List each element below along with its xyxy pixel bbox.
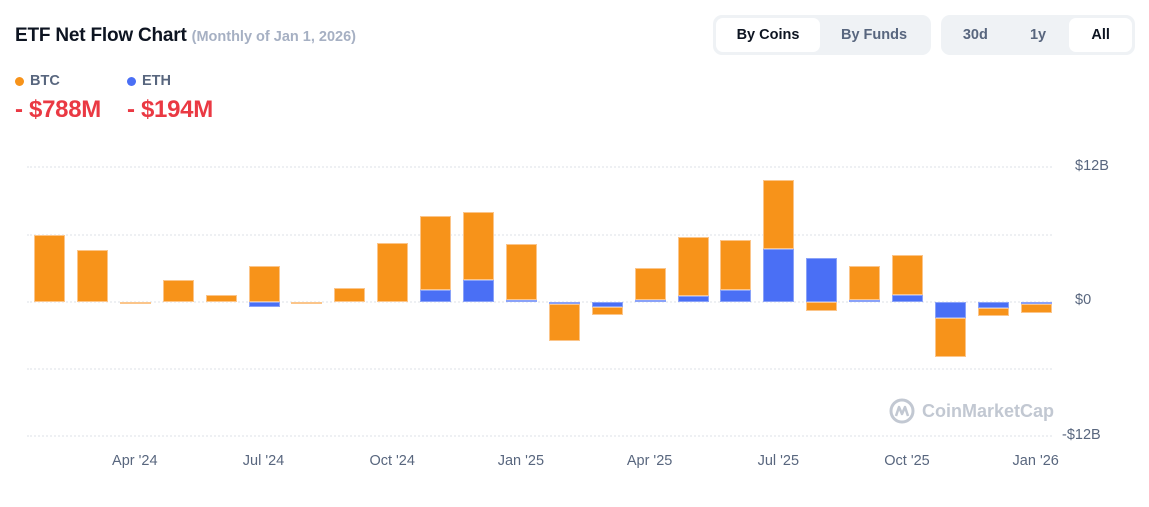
legend-value-eth: - $194M: [126, 96, 213, 123]
bar-btc[interactable]: [76, 250, 108, 302]
bar-btc[interactable]: [977, 308, 1009, 316]
gridline: [27, 301, 1052, 303]
bar-btc[interactable]: [420, 215, 452, 290]
bar-btc[interactable]: [677, 237, 709, 296]
bar-eth[interactable]: [420, 289, 452, 302]
chart-header: ETF Net Flow Chart (Monthly of Jan 1, 20…: [15, 25, 356, 47]
bar-btc[interactable]: [591, 307, 623, 315]
bar-btc[interactable]: [162, 279, 194, 302]
bar-eth[interactable]: [849, 300, 881, 302]
eth-dot-icon: [126, 76, 136, 86]
bar-eth[interactable]: [677, 295, 709, 302]
x-tick-label: Oct '25: [884, 453, 930, 469]
bar-eth[interactable]: [934, 302, 966, 319]
bar-btc[interactable]: [248, 266, 280, 302]
y-tick-label: $0: [1075, 292, 1092, 308]
bar-eth[interactable]: [977, 302, 1009, 309]
chart-area: $12B $0 -$12B Apr '24 Jul '24 Oct '24 Jan '…: [0, 140, 1149, 480]
bar-btc[interactable]: [892, 254, 923, 296]
gridline: [27, 166, 1052, 168]
range-30d-button[interactable]: 30d: [944, 18, 1007, 52]
by-funds-button[interactable]: By Funds: [820, 18, 928, 52]
bar-btc[interactable]: [119, 302, 151, 304]
bar-eth[interactable]: [591, 302, 623, 308]
bar-eth[interactable]: [505, 300, 537, 302]
bar-btc[interactable]: [505, 244, 537, 300]
bar-btc[interactable]: [849, 265, 881, 300]
x-tick-label: Oct '24: [369, 453, 415, 469]
coinmarketcap-logo-icon: [889, 398, 915, 424]
bar-eth[interactable]: [248, 302, 280, 308]
bar-btc[interactable]: [377, 242, 409, 302]
gridline: [27, 234, 1052, 236]
bar-eth[interactable]: [806, 258, 838, 302]
bar-btc[interactable]: [291, 302, 323, 304]
bar-eth[interactable]: [892, 295, 923, 302]
bar-btc[interactable]: [934, 318, 966, 358]
legend-label-eth: ETH: [141, 73, 171, 89]
range-all-button[interactable]: All: [1069, 18, 1133, 52]
bar-eth[interactable]: [720, 289, 752, 302]
page-title: ETF Net Flow Chart: [15, 25, 187, 46]
legend-label-btc: BTC: [30, 73, 60, 89]
range-toggle: 30d 1y All: [941, 15, 1135, 55]
gridline: [27, 435, 1052, 437]
x-tick-label: Jan '25: [497, 453, 545, 469]
x-tick-label: Apr '25: [626, 453, 673, 469]
by-coins-button[interactable]: By Coins: [716, 18, 820, 52]
bar-btc[interactable]: [334, 288, 366, 302]
page-subtitle: (Monthly of Jan 1, 2026): [191, 29, 356, 45]
gridline: [27, 368, 1052, 370]
x-tick-label: Apr '24: [112, 453, 158, 469]
legend: BTC - $788M ETH - $194M: [15, 72, 213, 124]
bar-btc[interactable]: [763, 179, 795, 250]
bar-btc[interactable]: [720, 240, 752, 290]
bar-btc[interactable]: [1020, 304, 1052, 313]
bar-btc[interactable]: [463, 212, 494, 280]
view-toggle: By Coins By Funds: [713, 15, 931, 55]
bar-eth[interactable]: [548, 302, 580, 304]
bar-eth[interactable]: [1020, 302, 1052, 305]
bar-eth[interactable]: [634, 300, 666, 302]
bar-btc[interactable]: [806, 302, 838, 311]
bar-btc[interactable]: [34, 234, 65, 302]
legend-item-eth: ETH - $194M: [126, 72, 213, 124]
bar-eth[interactable]: [463, 279, 494, 302]
x-tick-label: Jan '26: [1012, 453, 1059, 469]
legend-item-btc: BTC - $788M: [15, 72, 101, 124]
legend-value-btc: - $788M: [15, 96, 101, 123]
bar-btc[interactable]: [205, 294, 237, 302]
watermark: CoinMarketCap: [888, 397, 1054, 425]
bar-btc[interactable]: [634, 267, 666, 300]
x-tick-label: Jul '25: [757, 453, 800, 469]
bar-btc[interactable]: [548, 304, 580, 341]
x-tick-label: Jul '24: [242, 453, 285, 469]
y-tick-label: -$12B: [1062, 427, 1101, 443]
btc-dot-icon: [15, 76, 24, 86]
y-tick-label: $12B: [1075, 158, 1109, 174]
watermark-text: CoinMarketCap: [922, 400, 1055, 421]
range-1y-button[interactable]: 1y: [1007, 18, 1070, 52]
bar-eth[interactable]: [763, 249, 795, 302]
